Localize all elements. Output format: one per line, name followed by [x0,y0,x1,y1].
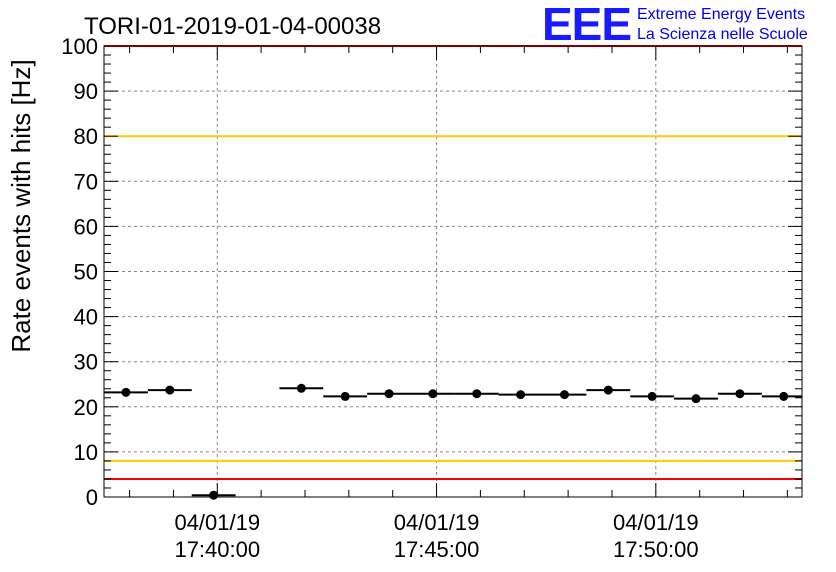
x-tick-label-time: 17:45:00 [394,537,480,562]
data-point [428,389,438,399]
chart-title: TORI-01-2019-01-04-00038 [84,13,381,40]
y-tick-label: 80 [74,124,98,149]
data-series [104,383,802,500]
data-point [472,389,482,399]
y-tick-label: 20 [74,395,98,420]
x-tick-label-date: 04/01/19 [174,510,260,535]
data-point [559,390,569,400]
reference-lines [104,45,802,480]
x-tick-label-time: 17:40:00 [174,537,260,562]
x-tick-label-date: 04/01/19 [394,510,480,535]
logo-line-2: La Scienza nelle Scuole [637,26,808,43]
data-point [516,390,526,400]
eee-logo: EEE Extreme Energy Events La Scienza nel… [542,0,808,50]
data-point [121,387,131,397]
data-point [735,389,745,399]
y-tick-label: 0 [86,485,98,510]
y-tick-label: 90 [74,79,98,104]
y-tick-label: 40 [74,305,98,330]
data-point [340,391,350,401]
y-tick-label: 60 [74,214,98,239]
data-point [209,490,219,500]
data-point [296,383,306,393]
logo-mark: EEE [542,0,631,50]
x-tick-label-date: 04/01/19 [613,510,699,535]
x-tick-label-time: 17:50:00 [613,537,699,562]
y-tick-label: 30 [74,350,98,375]
data-point [384,389,394,399]
grid [104,46,802,497]
data-point [603,385,613,395]
data-point [779,391,789,401]
y-axis-ticks: 0 10 20 30 40 50 60 70 80 90 100 [61,34,802,510]
y-tick-label: 50 [74,260,98,285]
y-tick-label: 100 [61,34,98,59]
data-point [647,391,657,401]
data-point [165,385,175,395]
y-tick-label: 70 [74,169,98,194]
y-tick-label: 10 [74,440,98,465]
logo-line-1: Extreme Energy Events [637,6,805,23]
x-axis-ticks: 04/01/1917:40:0004/01/1917:45:0004/01/19… [129,46,788,562]
y-axis-label: Rate events with hits [Hz] [6,59,36,352]
data-point [691,394,701,404]
